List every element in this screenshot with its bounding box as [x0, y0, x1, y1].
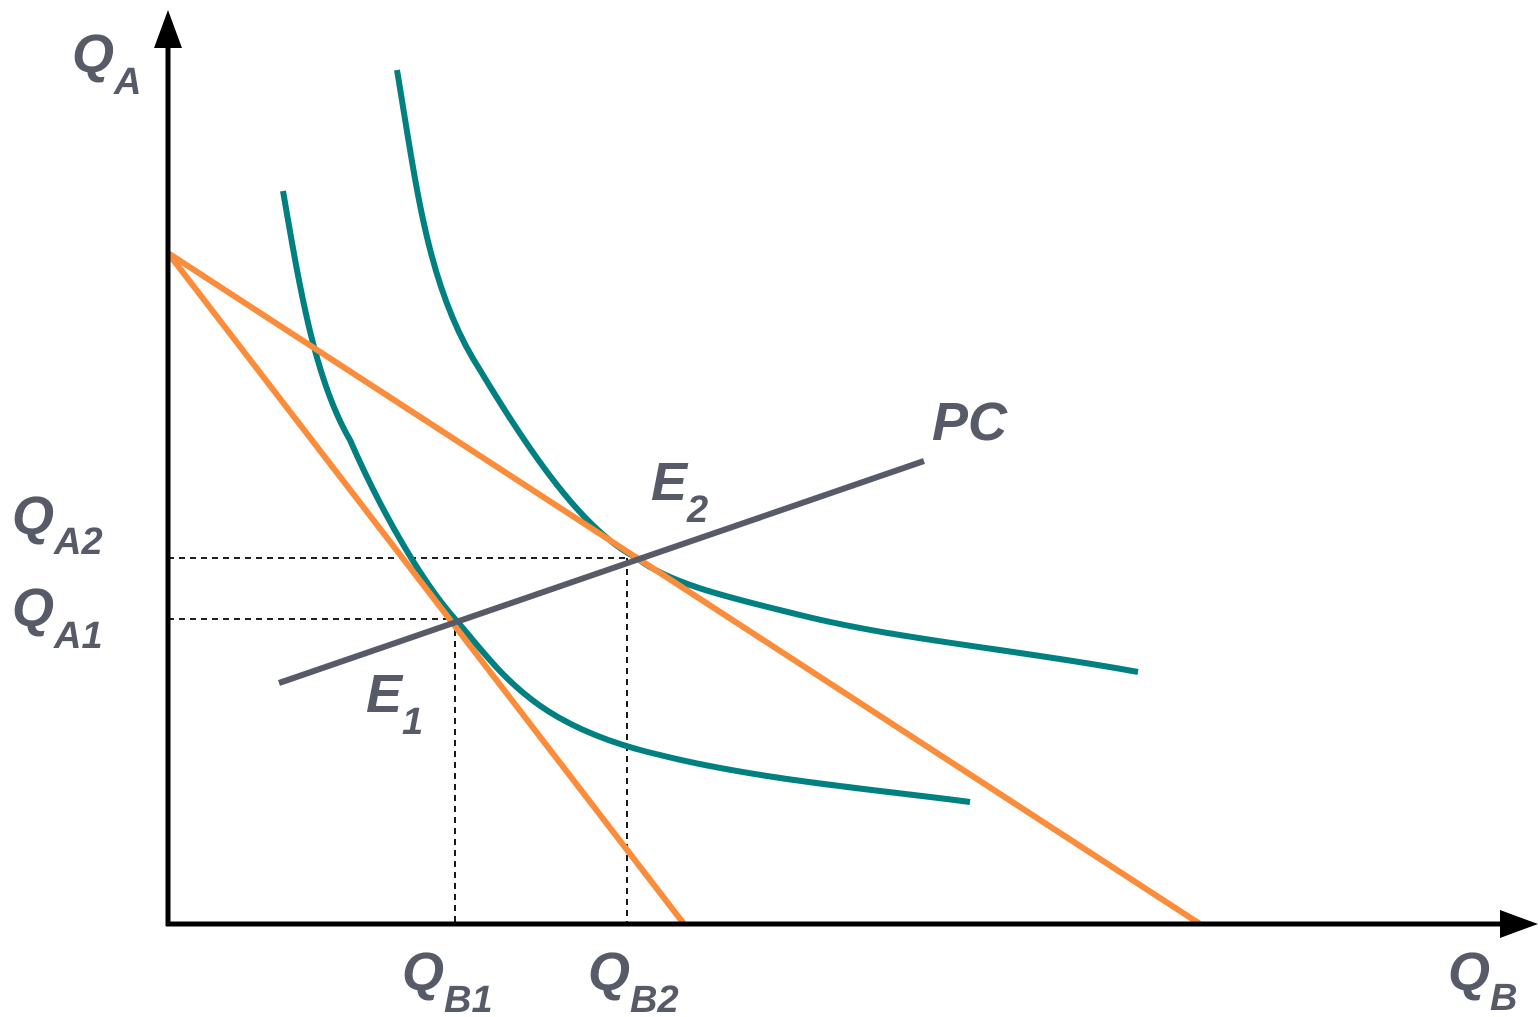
budget-line-2 [166, 250, 1202, 927]
budget-line-1 [165, 251, 687, 926]
x-axis-label: QB [1448, 942, 1517, 1017]
qa1-label: QA1 [12, 578, 103, 657]
qb1-label: QB1 [402, 942, 493, 1017]
pc-label: PC [932, 392, 1008, 452]
y-axis-label: QA [72, 24, 141, 103]
budget-lines [165, 250, 1202, 927]
axes [165, 40, 1508, 927]
qb2-label: QB2 [588, 942, 679, 1017]
indifference-curves [280, 69, 1139, 805]
price-consumption-curve [278, 458, 925, 686]
qa2-label: QA2 [12, 486, 103, 563]
indifference-curve-2 [394, 69, 1139, 675]
y-axis-arrow-icon [154, 10, 182, 48]
e2-label: E2 [651, 452, 708, 531]
e1-label: E1 [366, 664, 423, 743]
guide-lines [168, 557, 628, 924]
x-axis-arrow-icon [1500, 910, 1538, 938]
